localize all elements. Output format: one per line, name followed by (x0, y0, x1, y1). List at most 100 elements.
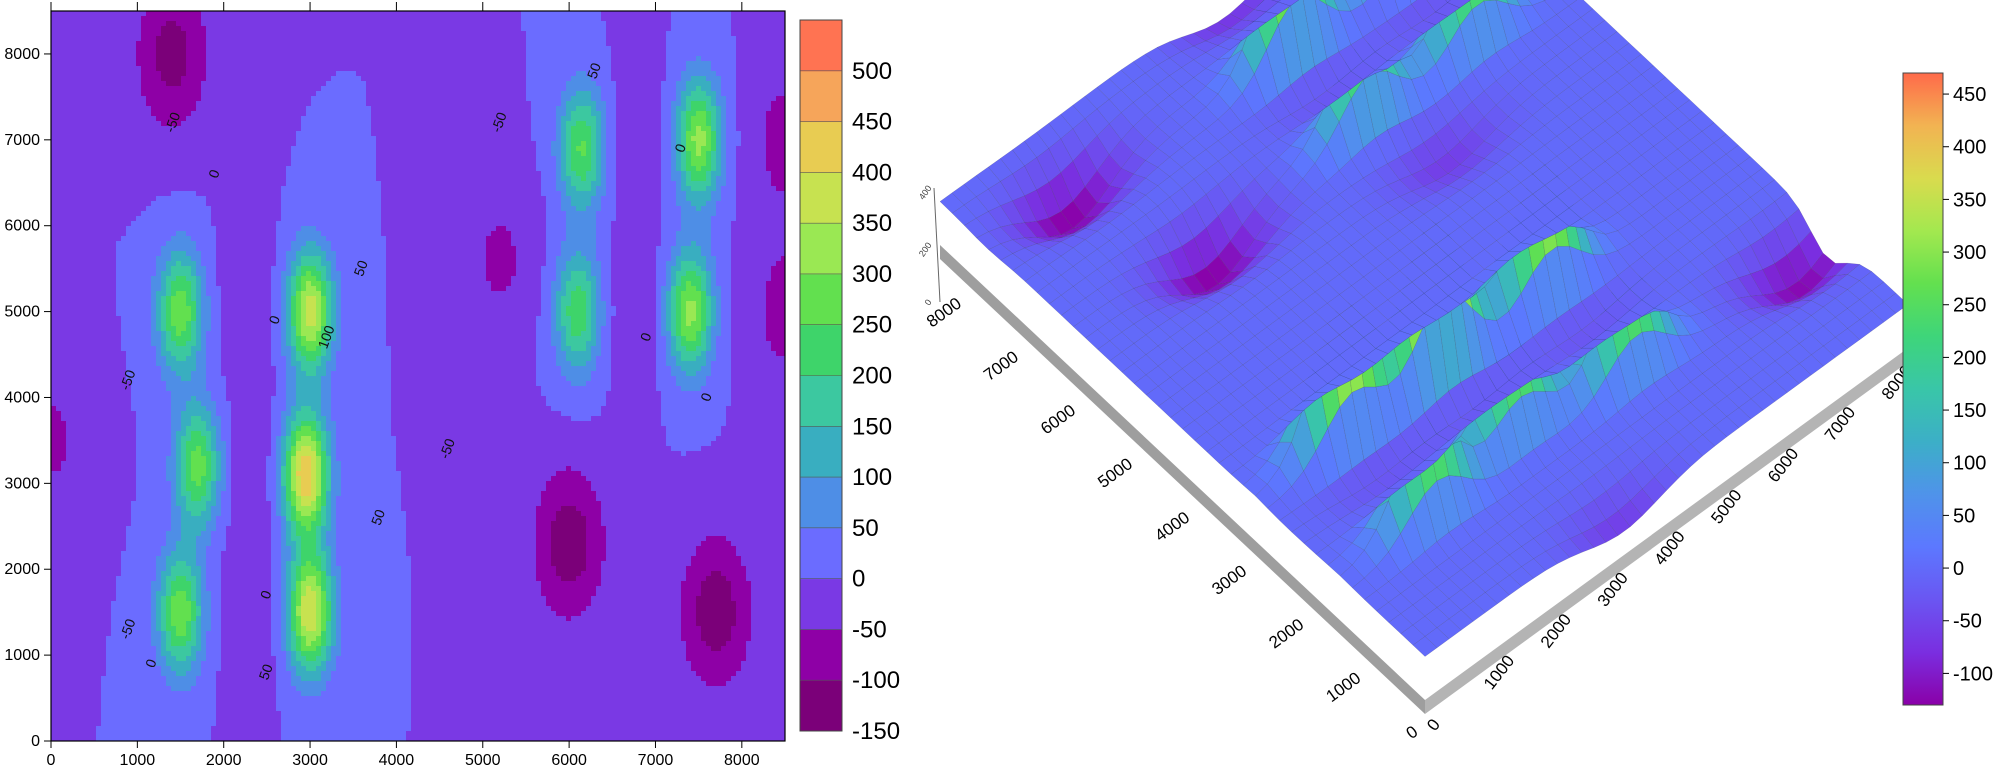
contour-band-cell (181, 81, 202, 87)
contour-band-cell (166, 81, 182, 87)
contour-band-cell (276, 221, 382, 227)
contour-band-cell (406, 536, 537, 542)
contour-band-cell (521, 21, 607, 27)
contour-band-cell (611, 71, 667, 77)
contour-band-cell (296, 336, 302, 342)
contour-band-cell (326, 521, 332, 527)
contour-band-cell (341, 466, 397, 472)
contour-band-cell (766, 146, 786, 152)
contour-band-cell (726, 141, 742, 147)
contour-band-cell (181, 426, 187, 432)
contour-band-cell (176, 461, 182, 467)
colorbar-band (800, 324, 842, 376)
contour-band-cell (171, 281, 192, 287)
contour-band-cell (341, 486, 402, 492)
contour-band-cell (721, 431, 786, 437)
contour-band-cell (326, 571, 332, 577)
contour-band-cell (766, 111, 786, 117)
contour-band-cell (701, 126, 712, 132)
contour-band-cell (611, 266, 657, 272)
contour-band-cell (156, 306, 162, 312)
contour-band-cell (301, 271, 307, 277)
contour-band-cell (161, 586, 167, 592)
contour-band-cell (51, 31, 142, 37)
contour-band-cell (191, 256, 202, 262)
contour-band-cell (671, 286, 677, 292)
contour-band-cell (661, 211, 682, 217)
contour-band-cell (191, 646, 202, 652)
contour-band-cell (696, 621, 737, 627)
contour-band-cell (331, 266, 337, 272)
contour-band-cell (536, 571, 557, 577)
contour-band-cell (591, 486, 786, 492)
contour-band-cell (151, 331, 162, 337)
contour-band-cell (271, 581, 282, 587)
contour-band-cell (681, 591, 702, 597)
contour-band-cell (206, 571, 222, 577)
contour-band-cell (196, 676, 217, 682)
contour-band-cell (316, 591, 322, 597)
plot-frame (50, 10, 786, 742)
contour-band-cell (196, 316, 202, 322)
contour-band-cell (566, 356, 592, 362)
contour-band-cell (666, 441, 712, 447)
contour-band-cell (196, 636, 202, 642)
contour-band-cell (111, 631, 152, 637)
contour-band-cell (341, 616, 412, 622)
colorbar-label: -150 (852, 718, 900, 745)
contour-band-cell (691, 116, 707, 122)
contour-band-cell (661, 191, 677, 197)
contour-band-cell (661, 411, 727, 417)
contour-band-cell (676, 146, 682, 152)
contour-band-cell (51, 276, 117, 282)
contour-band-cell (301, 436, 312, 442)
contour-band-cell (271, 621, 282, 627)
contour-band-cell (156, 116, 187, 122)
contour-band-cell (116, 281, 152, 287)
contour-band-cell (691, 556, 742, 562)
contour-band-cell (51, 651, 107, 657)
contour-band-cell (296, 456, 302, 462)
contour-band-cell (606, 186, 617, 192)
contour-band-cell (146, 206, 212, 212)
contour-band-cell (221, 361, 272, 367)
contour-band-cell (51, 111, 152, 117)
contour-band-cell (286, 461, 292, 467)
contour-band-cell (196, 351, 207, 357)
contour-band-cell (406, 736, 786, 742)
contour-band-cell (491, 231, 512, 237)
colorbar-label: -100 (852, 667, 900, 694)
contour-band-cell (326, 491, 332, 497)
contour-band-cell (616, 206, 662, 212)
contour-band-cell (316, 481, 322, 487)
contour-band-cell (376, 141, 537, 147)
contour-band-cell (336, 616, 342, 622)
contour-band-cell (681, 221, 712, 227)
contour-band-cell (196, 481, 202, 487)
contour-band-cell (716, 436, 786, 442)
contour-band-cell (291, 316, 297, 322)
contour-band-cell (591, 286, 597, 292)
contour-band-cell (316, 551, 327, 557)
contour-band-cell (596, 221, 612, 227)
contour-band-cell (691, 561, 742, 567)
contour-band-cell (701, 266, 707, 272)
contour-band-cell (141, 211, 212, 217)
contour-band-cell (556, 161, 562, 167)
contour-band-cell (291, 546, 297, 552)
contour-band-cell (681, 91, 692, 97)
contour-band-cell (676, 331, 682, 337)
contour-band-cell (156, 646, 162, 652)
contour-band-cell (726, 411, 786, 417)
contour-band-cell (281, 606, 287, 612)
contour-band-cell (716, 181, 727, 187)
contour-band-cell (171, 411, 182, 417)
contour-band-cell (681, 186, 692, 192)
contour-band-cell (686, 101, 692, 107)
contour-band-cell (586, 341, 597, 347)
contour-band-cell (176, 626, 187, 632)
contour-band-cell (596, 301, 607, 307)
contour-band-cell (141, 16, 202, 22)
contour-band-cell (301, 361, 322, 367)
contour-band-cell (691, 281, 702, 287)
